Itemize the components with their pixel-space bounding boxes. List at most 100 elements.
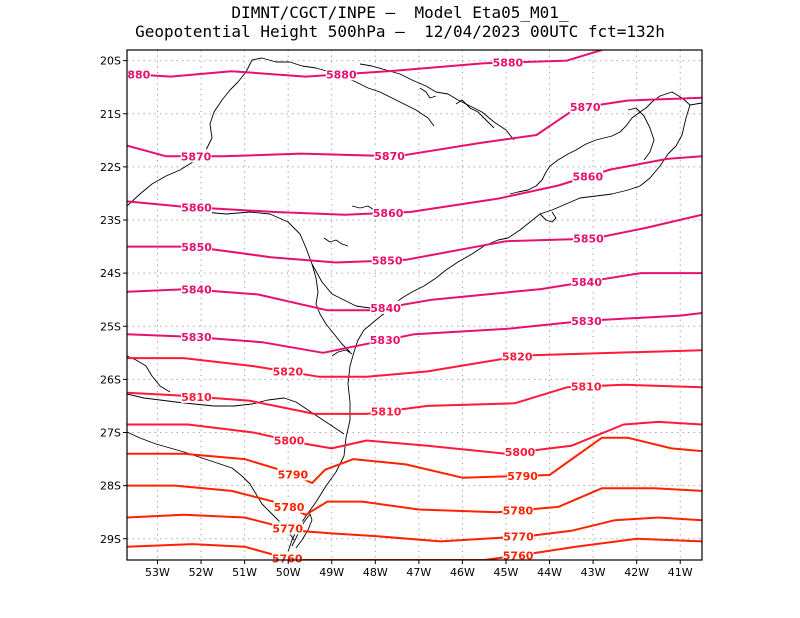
- contour-label-bg: [571, 274, 603, 288]
- lon-tick-label: 48W: [363, 566, 388, 579]
- contour-line-5760: [127, 537, 702, 560]
- contour-label-bg: [501, 349, 533, 363]
- reservoir-2: [455, 99, 495, 129]
- contour-line-5800: [127, 420, 702, 455]
- paraiba-rio-border: [509, 91, 691, 195]
- lat-tick-label: 20S: [100, 55, 121, 68]
- contour-label-bg: [572, 169, 604, 183]
- contour-label-bg: [369, 333, 401, 347]
- contour-label-5810: 5810: [181, 391, 212, 404]
- contour-label-bg: [272, 364, 304, 378]
- contour-label-5810: 5810: [571, 380, 602, 393]
- contour-label-5850: 5850: [181, 241, 212, 254]
- contour-label-5790: 5790: [507, 470, 538, 483]
- longitude-axis: 53W 52W 51W 50W 49W 48W 47W 46W 45W 44W 43W 42W 41W: [145, 560, 693, 579]
- contour-label-5880: 5880: [326, 68, 357, 81]
- lon-tick-label: 42W: [624, 566, 649, 579]
- contour-label-5840: 5840: [370, 302, 401, 315]
- contour-label-bg: [277, 467, 309, 481]
- contour-line-5770: [127, 513, 702, 543]
- contour-label-5780: 5780: [503, 504, 534, 517]
- contour-label-5840: 5840: [181, 284, 212, 297]
- title-line-1: DIMNT/CGCT/INPE – Model Eta05_M01_: [231, 3, 569, 22]
- latitude-axis: 20S 21S 22S 23S 24S 25S 26S 27S 28S 29S: [100, 55, 127, 546]
- contour-label-5800: 5800: [274, 434, 305, 447]
- contour-label-5800: 5800: [505, 446, 536, 459]
- contour-label-5850: 5850: [573, 233, 604, 246]
- contour-label-5770: 5770: [503, 531, 534, 544]
- contour-line-5860: [127, 155, 702, 216]
- contour-label-bg: [503, 529, 534, 543]
- contour-label-bg: [181, 200, 212, 214]
- lon-tick-label: 46W: [450, 566, 475, 579]
- reservoir-3: [323, 237, 349, 247]
- contour-label-5840: 5840: [571, 276, 602, 289]
- contour-label-bg: [181, 282, 212, 296]
- contour-label-5760: 5760: [503, 549, 534, 562]
- contour-label-bg: [370, 300, 401, 314]
- sc-rs-border: [127, 393, 345, 435]
- contour-label-bg: [273, 433, 305, 447]
- lon-tick-label: 52W: [189, 566, 214, 579]
- contour-label-bg: [272, 521, 304, 535]
- contour-label-bg: [181, 389, 212, 403]
- contour-label-5820: 5820: [502, 351, 533, 364]
- contour-label-5830: 5830: [370, 334, 401, 347]
- lat-tick-label: 26S: [100, 373, 121, 386]
- contour-label-5870: 5870: [374, 150, 405, 163]
- contour-label-bg: [504, 445, 536, 458]
- lon-tick-label: 53W: [145, 566, 170, 579]
- lon-tick-label: 47W: [406, 566, 431, 579]
- contour-label-bg: [569, 100, 601, 113]
- contour-label-bg: [573, 231, 604, 245]
- contour-label-5790: 5790: [278, 468, 309, 481]
- contour-line-5790: [127, 436, 702, 484]
- lat-tick-label: 29S: [100, 533, 121, 546]
- contour-label-5880: 880: [127, 68, 150, 81]
- contour-label-5850: 5850: [372, 255, 403, 268]
- map-frame: [126, 49, 703, 561]
- contour-label-5820: 5820: [273, 366, 304, 379]
- contour-label-5860: 5860: [373, 207, 404, 220]
- reservoir-1: [419, 87, 437, 99]
- lat-tick-label: 24S: [100, 267, 121, 280]
- atlantic-coastline: [285, 102, 702, 560]
- lat-tick-label: 22S: [100, 161, 121, 174]
- contour-label-bg: [370, 404, 402, 418]
- contour-label-bg: [180, 149, 212, 163]
- lon-tick-label: 45W: [494, 566, 519, 579]
- lat-tick-label: 23S: [100, 214, 121, 227]
- lon-tick-label: 49W: [319, 566, 344, 579]
- contour-label-bg: [372, 205, 404, 219]
- contour-line-5780: [127, 484, 702, 516]
- contour-label-bg: [570, 379, 602, 393]
- contour-line-5850: [127, 213, 702, 264]
- contour-label-bg: [273, 499, 305, 513]
- contour-label-bg: [371, 253, 403, 267]
- lat-tick-label: 25S: [100, 320, 121, 333]
- contour-label-5870: 5870: [181, 150, 212, 163]
- lat-tick-label: 21S: [100, 108, 121, 121]
- reservoir-4: [351, 205, 375, 211]
- parana-river-border: [127, 59, 253, 207]
- contour-label-bg: [492, 55, 524, 69]
- title-line-2: Geopotential Height 500hPa – 12/04/2023 …: [135, 22, 665, 41]
- lon-tick-label: 41W: [668, 566, 693, 579]
- lon-tick-label: 50W: [276, 566, 301, 579]
- lon-tick-label: 43W: [581, 566, 606, 579]
- contour-label-bg: [181, 330, 212, 344]
- lon-tick-label: 44W: [537, 566, 562, 579]
- contour-label-5770: 5770: [272, 522, 303, 535]
- contour-label-5760: 5760: [272, 553, 303, 566]
- sc-parana-border: [311, 263, 351, 353]
- lon-tick-label: 51W: [232, 566, 257, 579]
- contour-label-5860: 5860: [181, 202, 212, 215]
- lat-tick-label: 27S: [100, 427, 121, 440]
- contour-label-bg: [507, 468, 538, 482]
- contour-label-5780: 5780: [274, 501, 305, 514]
- contour-label-bg: [271, 551, 303, 565]
- lat-tick-label: 28S: [100, 480, 121, 493]
- contour-label-bg: [502, 503, 534, 517]
- contour-label-bg: [127, 67, 151, 81]
